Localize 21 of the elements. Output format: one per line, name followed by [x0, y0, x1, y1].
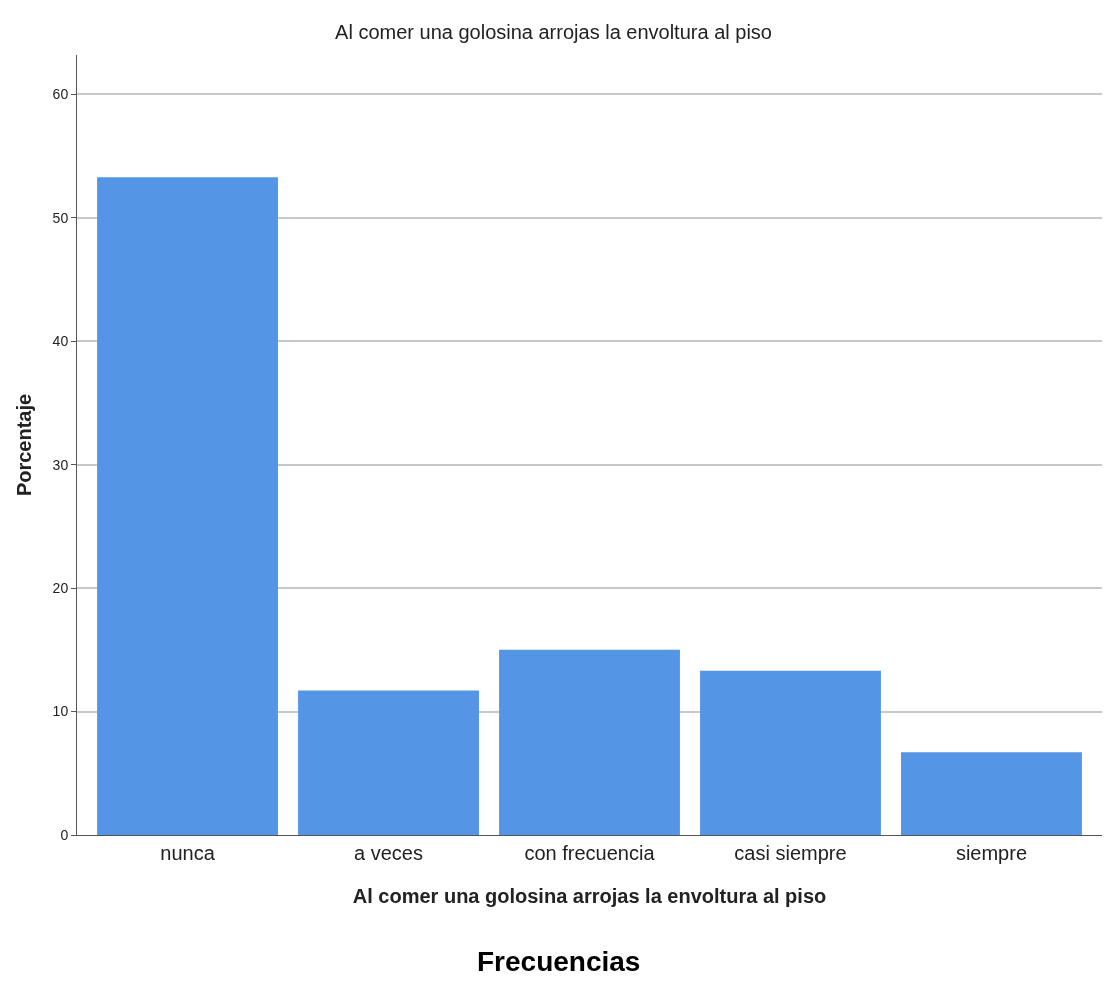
y-tick-label: 30 [52, 456, 69, 473]
x-tick-label: nunca [160, 842, 216, 864]
bar [97, 177, 278, 835]
text: Frecuencias [477, 946, 641, 977]
y-tick-label: 50 [52, 209, 69, 226]
y-tick-label: 10 [52, 703, 69, 720]
x-tick-label: casi siempre [734, 842, 847, 864]
bar [499, 649, 680, 835]
bar [298, 690, 479, 835]
y-tick-label: 20 [52, 580, 69, 597]
chart-title: Al comer una golosina arrojas la envoltura al piso [335, 21, 772, 44]
x-tick-label: siempre [955, 842, 1028, 864]
x-tick-label: a veces [354, 842, 423, 864]
bar [700, 670, 881, 835]
x-axis-title: Al comer una golosina arrojas la envoltura al piso [352, 884, 827, 907]
y-tick-label: 0 [60, 826, 69, 843]
y-axis-title: Porcentaje [13, 393, 36, 497]
y-tick-label: 40 [52, 333, 69, 350]
bar [901, 752, 1082, 835]
y-tick-label: 60 [52, 86, 69, 103]
x-tick-label: con frecuencia [524, 842, 656, 864]
